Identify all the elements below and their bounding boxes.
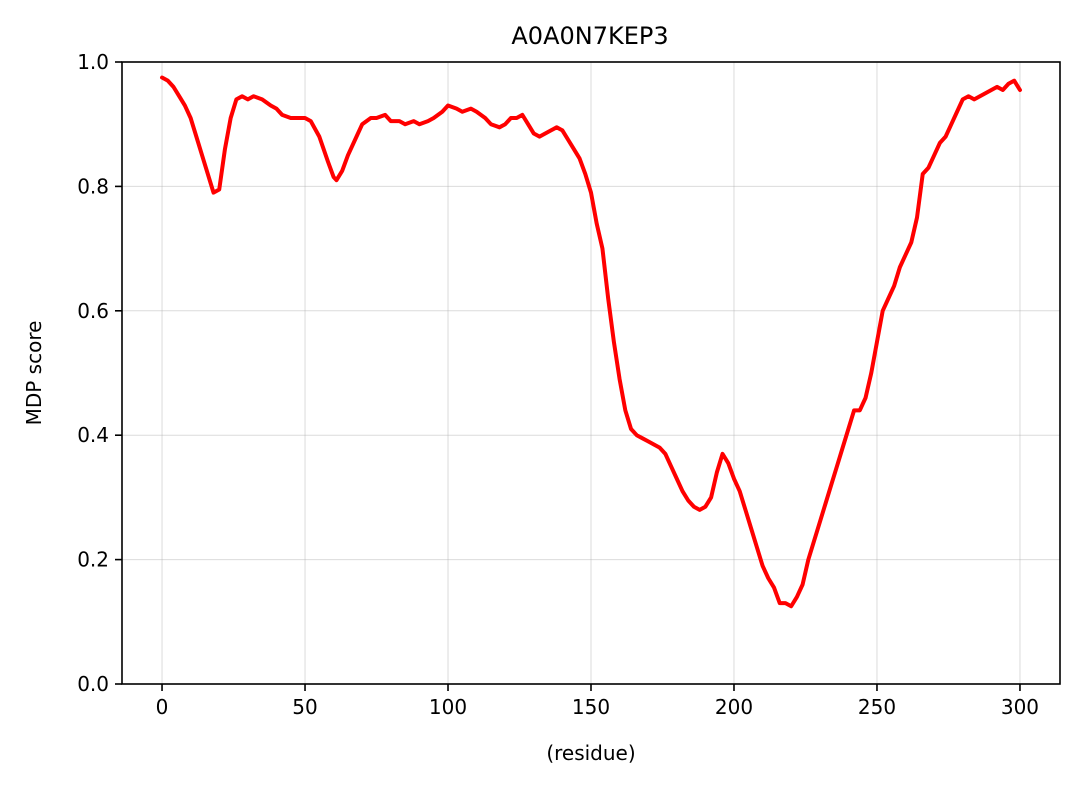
y-tick-label: 0.2 bbox=[77, 548, 109, 572]
y-tick-label: 0.0 bbox=[77, 672, 109, 696]
x-tick-label: 250 bbox=[858, 695, 896, 719]
y-tick-label: 0.4 bbox=[77, 423, 109, 447]
y-tick-label: 0.6 bbox=[77, 299, 109, 323]
axis-ticks: 0 50 100 150 200 250 300 0.0 0.2 0.4 0.6 0.8 1.0 bbox=[77, 50, 1039, 719]
y-axis-label: MDP score bbox=[22, 321, 46, 426]
chart-title: A0A0N7KEP3 bbox=[511, 22, 668, 50]
y-tick-label: 0.8 bbox=[77, 174, 109, 198]
mdp-score-line bbox=[160, 75, 1022, 609]
x-tick-label: 300 bbox=[1001, 695, 1039, 719]
x-axis-label: (residue) bbox=[546, 741, 635, 765]
x-tick-label: 200 bbox=[715, 695, 753, 719]
x-tick-label: 100 bbox=[429, 695, 467, 719]
x-tick-label: 0 bbox=[156, 695, 169, 719]
grid bbox=[122, 61, 1060, 685]
x-tick-label: 50 bbox=[292, 695, 317, 719]
x-tick-label: 150 bbox=[572, 695, 610, 719]
series-layer bbox=[160, 75, 1022, 609]
y-tick-label: 1.0 bbox=[77, 50, 109, 74]
